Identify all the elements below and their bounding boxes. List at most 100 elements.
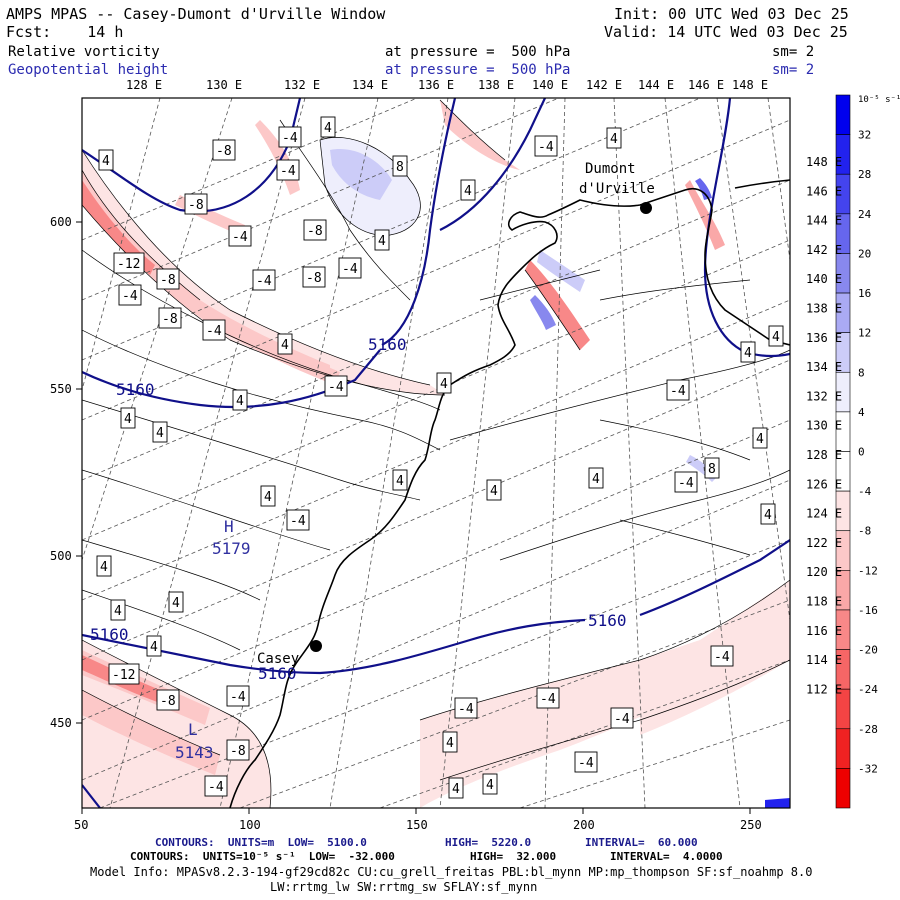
- height-label: 5160: [588, 611, 627, 630]
- colorbar-label: 16: [858, 287, 871, 300]
- vorticity-label: 4: [114, 604, 122, 619]
- footer-vort-high: HIGH= 32.000: [470, 850, 557, 863]
- y-axis-ticks: [76, 221, 82, 724]
- vorticity-label-box: [704, 457, 720, 479]
- field2-name: Geopotential height: [8, 62, 169, 78]
- right-longitude-label: 124 E: [806, 507, 842, 521]
- vorticity-label: 4: [150, 640, 158, 655]
- y-tick-labels: 600 550 500 450: [50, 215, 72, 730]
- map-plot-area: [82, 98, 790, 808]
- vorticity-label: -4: [282, 131, 298, 146]
- plot-frame: [81, 97, 791, 809]
- vorticity-label: -4: [230, 690, 246, 705]
- vorticity-label-box: [460, 179, 476, 201]
- vorticity-label: -4: [714, 650, 730, 665]
- top-longitude-label: 132 E: [284, 78, 320, 92]
- y-tick-label: 500: [50, 549, 72, 563]
- init-time: Init: 00 UTC Wed 03 Dec 25: [614, 5, 849, 23]
- low-symbol: L: [188, 720, 198, 739]
- vorticity-label-box: [146, 635, 162, 657]
- footer-vort-interval: INTERVAL= 4.0000: [610, 850, 723, 863]
- footer-height-high: HIGH= 5220.0: [445, 836, 532, 849]
- vorticity-label-box: [482, 773, 498, 795]
- right-longitude-labels: 148 E 146 E 144 E 142 E 140 E 138 E 136 E 134 E…: [806, 155, 842, 696]
- footer-vort-contours: CONTOURS: UNITS=10⁻⁵ s⁻¹ LOW= -32.000: [130, 850, 395, 863]
- vorticity-label-box: [760, 503, 776, 525]
- right-longitude-label: 126 E: [806, 477, 842, 491]
- vorticity-label: -4: [232, 230, 248, 245]
- vorticity-label: -4: [256, 274, 272, 289]
- vorticity-label-box: [98, 149, 114, 171]
- map-title: AMPS MPAS -- Casey-Dumont d'Urville Wind…: [6, 5, 386, 23]
- vorticity-label: 4: [102, 154, 110, 169]
- right-longitude-label: 134 E: [806, 360, 842, 374]
- dumont-label-line1: Dumont: [585, 161, 636, 177]
- vorticity-label-box: [436, 372, 452, 394]
- top-longitude-labels: 128 E 130 E 132 E 134 E 136 E 138 E 140 E 142 E…: [126, 78, 768, 92]
- vorticity-label: 4: [490, 484, 498, 499]
- vorticity-label-box: [276, 159, 300, 181]
- y-tick-label: 450: [50, 716, 72, 730]
- vorticity-label: -4: [342, 262, 358, 277]
- colorbar-segment: [835, 728, 851, 769]
- right-longitude-label: 116 E: [806, 624, 842, 638]
- lat-lon-grid: [82, 98, 790, 808]
- vorticity-label: -8: [307, 224, 323, 239]
- height-label: 5160: [258, 664, 297, 683]
- footer-height-contours: CONTOURS: UNITS=m LOW= 5100.0: [155, 836, 367, 849]
- colorbar-label: -4: [858, 485, 872, 498]
- vorticity-label: 4: [592, 472, 600, 487]
- height-contour-labels: 5160 5160 5160 5160 5160: [90, 335, 627, 683]
- vorticity-label-box: [320, 116, 336, 138]
- vorticity-label-box: [442, 731, 458, 753]
- vorticity-label-box: [392, 469, 408, 491]
- top-longitude-label: 140 E: [532, 78, 568, 92]
- top-longitude-label: 136 E: [418, 78, 454, 92]
- colorbar-label: -24: [858, 683, 878, 696]
- vorticity-label: 4: [610, 132, 618, 147]
- right-longitude-label: 128 E: [806, 448, 842, 462]
- vorticity-label: 4: [281, 338, 289, 353]
- vorticity-label-box: [226, 739, 250, 761]
- vorticity-label: -4: [208, 780, 224, 795]
- top-longitude-label: 144 E: [638, 78, 674, 92]
- vorticity-label-box: [534, 135, 558, 157]
- top-longitude-label: 148 E: [732, 78, 768, 92]
- vorticity-label: -12: [112, 668, 135, 683]
- colorbar: [835, 94, 851, 809]
- vorticity-label: 4: [378, 234, 386, 249]
- top-longitude-label: 146 E: [688, 78, 724, 92]
- top-longitude-label: 128 E: [126, 78, 162, 92]
- x-tick-label: 50: [74, 818, 88, 832]
- colorbar-segment: [835, 768, 851, 809]
- right-longitude-label: 120 E: [806, 565, 842, 579]
- forecast-hour: Fcst: 14 h: [6, 23, 124, 41]
- vorticity-label-box: [448, 777, 464, 799]
- vorticity-label: -8: [188, 198, 204, 213]
- vorticity-label: -4: [280, 164, 296, 179]
- vorticity-label: -8: [160, 694, 176, 709]
- vorticity-label-box: [108, 663, 140, 685]
- colorbar-label: 28: [858, 168, 871, 181]
- vorticity-label-box: [610, 707, 634, 729]
- vorticity-label: 4: [452, 782, 460, 797]
- field1-level: at pressure = 500 hPa: [385, 44, 571, 60]
- colorbar-segment: [835, 94, 851, 135]
- vorticity-label: -12: [117, 257, 140, 272]
- vorticity-label-box: [202, 319, 226, 341]
- vorticity-label-box: [768, 325, 784, 347]
- height-label: 5160: [90, 625, 129, 644]
- x-tick-label: 200: [573, 818, 595, 832]
- vorticity-label: -4: [540, 692, 556, 707]
- colorbar-label: -8: [858, 525, 871, 538]
- vorticity-label-box: [324, 375, 348, 397]
- vorticity-label-box: [156, 268, 180, 290]
- station-labels: Dumont d'Urville Casey: [257, 161, 655, 667]
- right-longitude-label: 114 E: [806, 653, 842, 667]
- field2-smooth: sm= 2: [772, 62, 815, 78]
- vorticity-label-box: [303, 219, 327, 241]
- vorticity-label: 4: [744, 346, 752, 361]
- dumont-durville-marker: [640, 202, 652, 214]
- vorticity-label-box: [740, 341, 756, 363]
